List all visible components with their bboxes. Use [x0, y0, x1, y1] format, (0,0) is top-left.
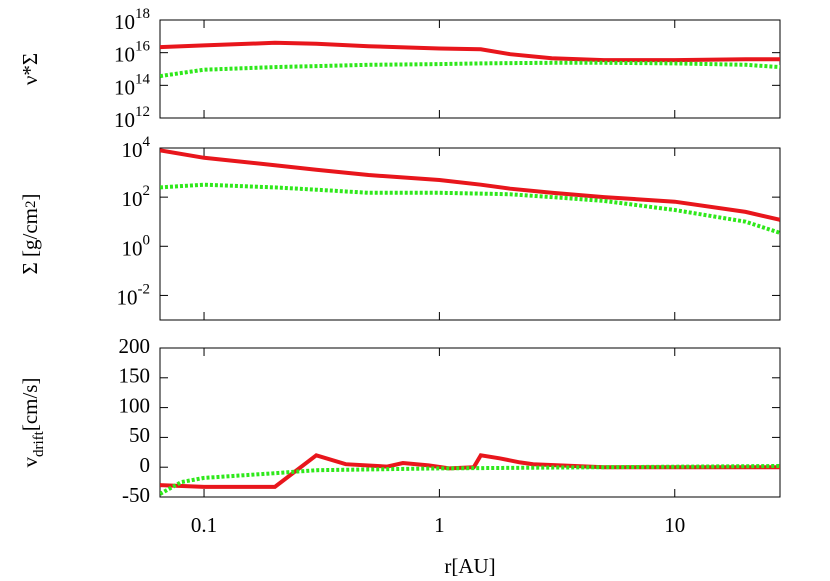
- y-tick-label: 50: [129, 423, 150, 447]
- data-line: [160, 40, 780, 63]
- y-axis-label: vdrift[cm/s]: [18, 378, 48, 468]
- data-line: [160, 453, 780, 489]
- y-tick-base: 10: [122, 187, 143, 211]
- y-tick-label: 100: [122, 233, 151, 260]
- y-tick-label: -50: [122, 483, 150, 507]
- x-axis-label: r[AU]: [444, 554, 495, 578]
- y-tick-label: 1014: [114, 72, 151, 99]
- y-tick-exponent: 2: [143, 184, 151, 200]
- y-tick-exponent: 4: [143, 134, 151, 150]
- y-tick-exponent: 18: [135, 6, 150, 22]
- y-tick-base: 10: [114, 75, 135, 99]
- y-tick-base: 10: [114, 42, 135, 66]
- y-label-part: ν*Σ: [18, 53, 42, 85]
- data-line: [160, 182, 780, 235]
- x-tick-label: 10: [664, 513, 685, 537]
- y-tick-label: 0: [140, 453, 151, 477]
- x-tick-label: 0.1: [191, 513, 217, 537]
- data-line: [160, 464, 780, 496]
- y-axis-label: Σ [g/cm2]: [18, 194, 42, 275]
- y-axis-label: ν*Σ: [18, 53, 42, 85]
- y-tick-exponent: 16: [135, 39, 151, 55]
- y-tick-base: 10: [122, 236, 143, 260]
- y-label-part: [cm/s]: [18, 378, 42, 432]
- y-tick-label: 1012: [114, 104, 150, 131]
- y-label-part: drift: [31, 430, 47, 457]
- plot-frame: [159, 347, 781, 498]
- y-tick-label: 150: [119, 364, 151, 388]
- y-tick-exponent: 0: [143, 233, 151, 249]
- y-label-part: ]: [18, 194, 42, 201]
- plot-frame: [159, 147, 781, 321]
- y-tick-base: 10: [114, 108, 135, 132]
- data-line: [160, 148, 780, 222]
- y-tick-base: 10: [117, 285, 138, 309]
- y-tick-label: 100: [119, 393, 151, 417]
- y-label-part: 2: [23, 201, 39, 209]
- y-tick-label: 104: [122, 134, 151, 161]
- panel: -50 0 50 100 150 200 0.1 1 10 r[AU] vdrift[cm/s]: [18, 334, 781, 578]
- y-tick-exponent: -2: [138, 282, 151, 298]
- x-tick-label: 1: [434, 513, 445, 537]
- y-tick-base: 10: [122, 138, 143, 162]
- plot-frame: [159, 19, 781, 119]
- y-tick-exponent: 14: [135, 72, 151, 88]
- data-line: [160, 60, 780, 79]
- y-tick-base: 10: [114, 10, 135, 34]
- y-tick-label: 102: [122, 184, 151, 211]
- y-tick-label: 200: [119, 334, 151, 358]
- y-label-part: v: [18, 456, 42, 467]
- y-tick-exponent: 12: [135, 104, 150, 120]
- y-tick-label: 1016: [114, 39, 151, 66]
- y-label-part: Σ [g/cm: [18, 208, 42, 274]
- y-tick-label: 10-2: [117, 282, 151, 309]
- y-tick-label: 1018: [114, 6, 150, 33]
